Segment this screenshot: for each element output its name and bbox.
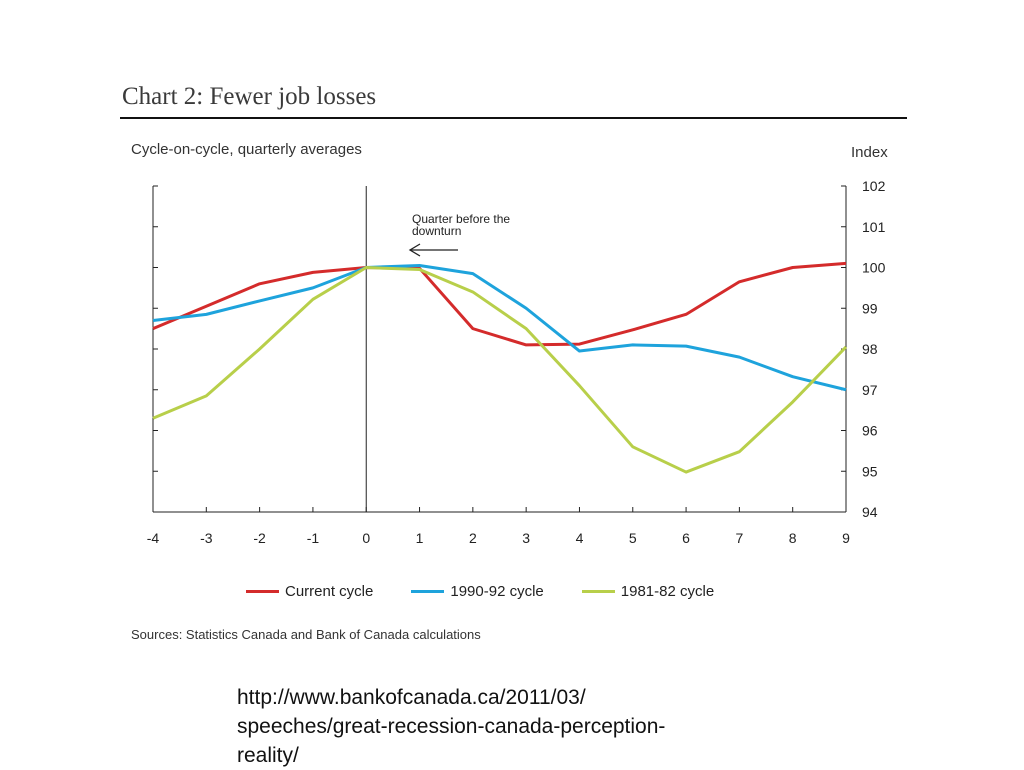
x-tick-label: -4	[147, 530, 160, 546]
x-tick-label: 1	[416, 530, 424, 546]
x-tick-label: 3	[522, 530, 530, 546]
y-tick-label: 97	[862, 382, 878, 398]
x-tick-label: 9	[842, 530, 850, 546]
chart-title: Chart 2: Fewer job losses	[122, 83, 377, 110]
legend-item-1981-82-cycle: 1981-82 cycle	[581, 582, 715, 600]
source-url[interactable]: http://www.bankofcanada.ca/2011/03/ spee…	[237, 683, 757, 770]
series-line-1990-92-cycle	[152, 263, 847, 392]
legend-swatch-current-cycle	[246, 589, 279, 593]
x-tick-label: -1	[307, 530, 320, 546]
y-tick-label: 100	[862, 260, 886, 276]
chart-subtitle: Cycle-on-cycle, quarterly averages	[131, 141, 362, 158]
x-tick-label: 5	[629, 530, 637, 546]
annotation-arrow-head	[408, 243, 421, 257]
y-tick-label: 99	[862, 300, 878, 316]
source-url-line-3[interactable]: reality/	[237, 744, 299, 767]
sources-note: Sources: Statistics Canada and Bank of C…	[131, 627, 481, 642]
source-url-line-2[interactable]: speeches/great-recession-canada-percepti…	[237, 715, 666, 738]
x-tick-label: 7	[735, 530, 743, 546]
legend-item-1990-92-cycle: 1990-92 cycle	[411, 582, 544, 600]
legend-swatch-1990-92-cycle	[411, 589, 445, 593]
legend-swatch-1981-82-cycle	[581, 589, 615, 593]
series-line-1981-82-cycle	[152, 266, 848, 474]
series-line-current-cycle	[152, 261, 847, 347]
x-tick-label: 6	[682, 530, 690, 546]
source-url-line-1[interactable]: http://www.bankofcanada.ca/2011/03/	[237, 686, 586, 709]
title-rule	[120, 117, 907, 119]
legend: Current cycle 1990-92 cycle 1981-82 cycl…	[246, 581, 752, 601]
legend-label-current-cycle: Current cycle	[285, 582, 374, 600]
y-tick-label: 95	[862, 463, 878, 479]
legend-label-1981-82-cycle: 1981-82 cycle	[620, 582, 715, 600]
x-tick-label: 2	[469, 530, 477, 546]
legend-item-current-cycle: Current cycle	[246, 583, 373, 600]
x-tick-label: -3	[200, 530, 213, 546]
annotation-text: Quarter before the	[412, 212, 510, 226]
x-tick-label: 8	[789, 530, 797, 546]
y-tick-label: 101	[862, 219, 886, 235]
x-tick-label: -2	[253, 530, 266, 546]
y-axis-label: Index	[851, 144, 888, 161]
y-tick-label: 102	[862, 178, 886, 194]
annotation-text: downturn	[412, 224, 461, 238]
legend-label-1990-92-cycle: 1990-92 cycle	[450, 582, 544, 600]
x-tick-label: 0	[362, 530, 370, 546]
y-tick-label: 98	[862, 341, 878, 357]
y-tick-label: 94	[862, 504, 878, 520]
y-tick-label: 96	[862, 423, 878, 439]
x-tick-label: 4	[576, 530, 584, 546]
